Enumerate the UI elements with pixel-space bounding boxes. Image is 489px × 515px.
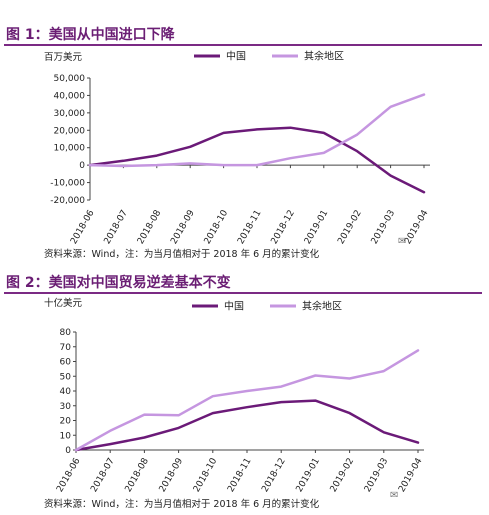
chart2-title-rule — [4, 292, 482, 294]
x-tick-label: 2018-08 — [136, 208, 164, 244]
x-tick-label: 2019-01 — [303, 209, 330, 245]
chart2-source-note: 资料来源：Wind，注：为当月值相对于 2018 年 6 月的累计变化 — [44, 499, 320, 510]
y-tick-label: 10,000 — [54, 144, 86, 154]
wechat-watermark-2: ✉ — [390, 490, 398, 501]
x-tick-label: 2018-10 — [203, 208, 231, 244]
y-tick-label: 50 — [60, 372, 72, 382]
x-tick-label: 2018-12 — [270, 209, 297, 245]
x-tick-label: 2019-04 — [403, 208, 431, 244]
series-line-0 — [74, 399, 420, 452]
wechat-icon: ✉ — [390, 490, 399, 501]
chart1-source-note: 资料来源：Wind，注：为当月值相对于 2018 年 6 月的累计变化 — [44, 249, 320, 260]
x-tick-label: 2018-09 — [158, 456, 186, 494]
x-tick-label: 2018-11 — [236, 209, 263, 245]
y-tick-label: 20,000 — [54, 126, 86, 136]
legend-label-0: 中国 — [224, 300, 244, 313]
y-tick-label: 0 — [79, 161, 85, 171]
x-tick-label: 2018-08 — [124, 456, 152, 494]
y-tick-label: 30,000 — [54, 109, 86, 119]
y-tick-label: 60 — [60, 358, 72, 368]
legend-label-0: 中国 — [226, 50, 246, 63]
chart2-title: 图 2：美国对中国贸易逆差基本不变 — [6, 275, 231, 291]
y-tick-label: 40 — [60, 387, 72, 397]
x-tick-label: 2019-02 — [336, 209, 363, 245]
y-tick-label: -20,000 — [50, 196, 85, 206]
series-line-1 — [74, 349, 420, 452]
y-tick-label: 10 — [60, 431, 72, 441]
x-tick-label: 2019-02 — [329, 457, 356, 495]
legend-label-1: 其余地区 — [304, 50, 344, 63]
x-tick-label: 2018-07 — [103, 209, 130, 245]
x-tick-label: 2018-06 — [55, 456, 83, 494]
y-tick-label: 70 — [60, 343, 72, 353]
x-tick-label: 2018-06 — [69, 208, 97, 244]
x-tick-label: 2019-01 — [295, 457, 322, 495]
y-tick-label: 50,000 — [54, 74, 86, 84]
x-tick-label: 2018-11 — [226, 457, 253, 495]
x-tick-label: 2019-04 — [397, 456, 425, 494]
y-axis-unit: 十亿美元 — [44, 297, 83, 309]
wechat-watermark-1: ✉ — [398, 236, 406, 247]
y-tick-label: -10,000 — [50, 179, 85, 189]
wechat-icon: ✉ — [398, 236, 407, 247]
y-tick-label: 0 — [65, 446, 71, 456]
x-tick-label: 2018-12 — [260, 457, 287, 495]
x-tick-label: 2019-03 — [363, 457, 390, 495]
y-tick-label: 80 — [60, 328, 72, 338]
y-tick-label: 40,000 — [54, 91, 86, 101]
series-line-0 — [88, 126, 426, 194]
y-axis-unit: 百万美元 — [44, 51, 83, 63]
chart1-title-rule — [4, 44, 482, 46]
x-tick-label: 2018-09 — [169, 208, 197, 244]
y-tick-label: 20 — [60, 417, 72, 427]
x-tick-label: 2018-10 — [192, 456, 220, 494]
legend-label-1: 其余地区 — [302, 300, 342, 313]
chart1-title: 图 1：美国从中国进口下降 — [6, 27, 175, 43]
x-tick-label: 2018-07 — [89, 457, 116, 495]
series-line-1 — [88, 93, 426, 168]
x-tick-label: 2019-03 — [370, 209, 397, 245]
y-tick-label: 30 — [60, 402, 72, 412]
chart1-plot: 百万美元 中国 其余地区 -20,000 -10,000 0 10,000 20,000 30,… — [44, 50, 431, 245]
